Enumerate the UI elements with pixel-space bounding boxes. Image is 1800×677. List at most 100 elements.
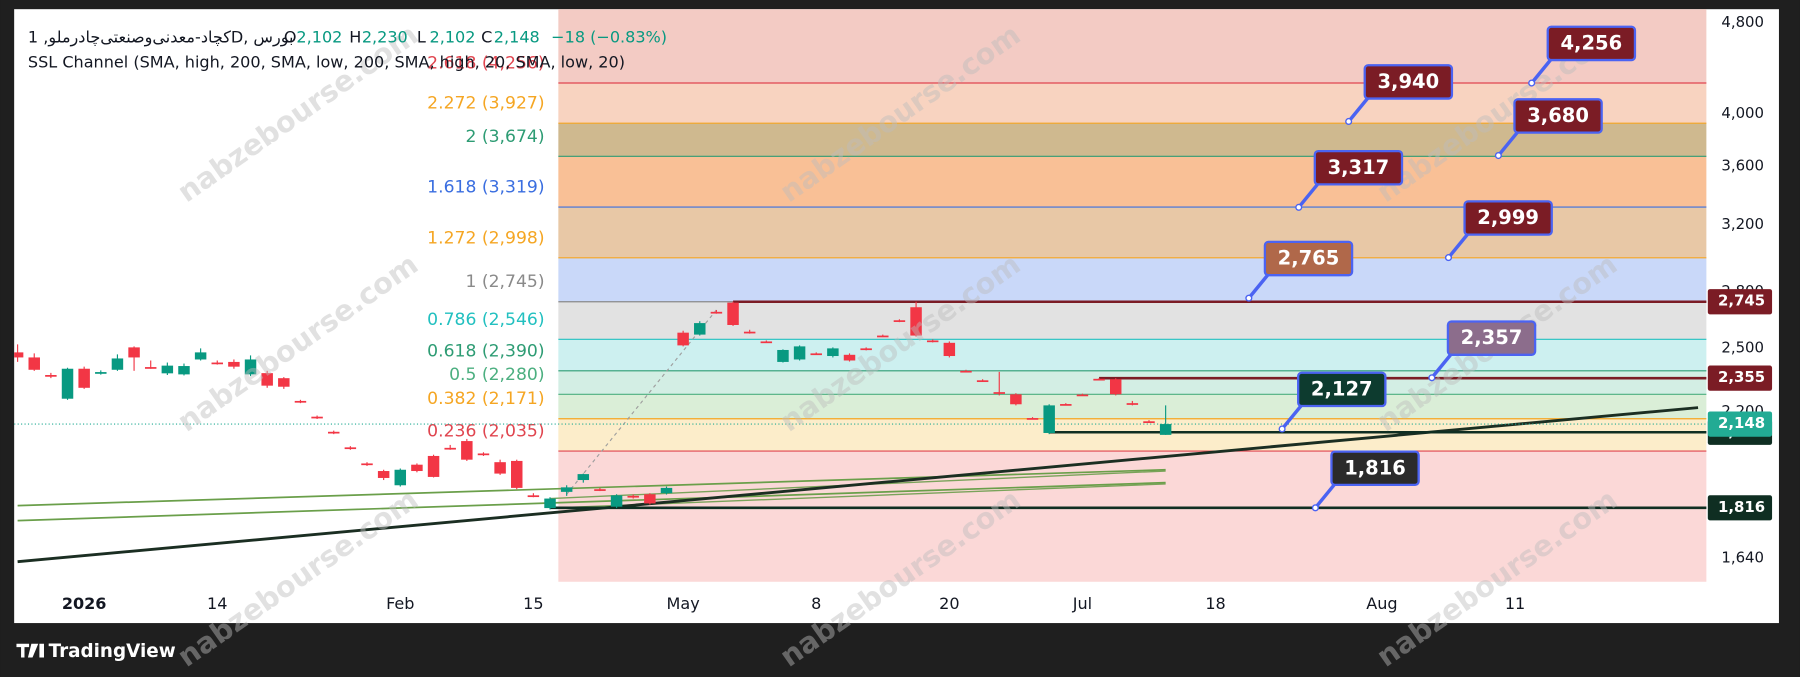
candle-body <box>1109 379 1122 395</box>
price-pane: 2.618 (4,256) 2.272 (3,927) 2 (3,674) 1.618… <box>14 9 1707 582</box>
callout-box <box>1313 149 1404 186</box>
candle-body <box>544 498 556 509</box>
callout-box <box>1363 64 1454 100</box>
candle-body <box>194 352 207 360</box>
candle-body <box>78 368 90 388</box>
candle-body <box>660 487 673 494</box>
callout-pointer <box>1530 56 1554 85</box>
price-tag <box>1707 411 1773 437</box>
callout-pointer <box>1347 95 1371 123</box>
fib-level-label: 0.786 (2,546) <box>427 310 544 330</box>
callout-box <box>1330 450 1420 487</box>
fib-zone <box>558 9 1707 84</box>
overlay: nabzebourse.comnabzebourse.comnabzebours… <box>28 13 1773 674</box>
candle-body <box>1143 421 1155 424</box>
price-tag <box>1707 365 1773 391</box>
candle-body <box>361 463 373 466</box>
callout-anchor <box>1295 203 1303 211</box>
candle-body <box>261 373 273 386</box>
candle-body <box>1093 378 1105 381</box>
callout-anchor <box>1444 254 1453 262</box>
candle-body <box>793 346 806 360</box>
candle-body <box>1076 394 1089 397</box>
fib-level-label: 2.272 (3,927) <box>427 94 544 114</box>
drawn-line <box>17 468 1166 507</box>
price-tag-label: 2,148 <box>1718 414 1765 432</box>
candle-body <box>144 367 157 369</box>
callout-pointer <box>1447 231 1471 259</box>
candle-body <box>477 453 490 456</box>
callout-label: 3,680 <box>1527 104 1589 127</box>
candle-body <box>810 353 822 356</box>
candle-body <box>128 347 140 358</box>
legend-value: 2,230 <box>362 27 408 46</box>
callout-label: 4,256 <box>1560 31 1622 54</box>
candle-body <box>960 370 972 373</box>
drawn-line <box>566 309 717 495</box>
price-tag-label: 1,816 <box>1718 498 1765 516</box>
legend-value: 2,102 <box>430 27 476 46</box>
candle-body <box>1159 424 1172 435</box>
candle-body <box>95 372 107 374</box>
candle-body <box>178 366 190 375</box>
candle-body <box>294 400 307 403</box>
x-tick-label: 2026 <box>62 594 107 613</box>
legend-key: L <box>417 27 426 46</box>
fib-zone <box>558 394 1707 419</box>
callout-box <box>1297 371 1387 408</box>
candle-body <box>827 348 839 357</box>
fib-level-label: 0.618 (2,390) <box>427 341 544 361</box>
candle-body <box>444 447 456 450</box>
candle-body <box>211 362 223 365</box>
fib-level-label: 1.272 (2,998) <box>427 228 544 248</box>
candle-body <box>943 342 956 357</box>
candle-body <box>860 348 872 351</box>
fib-zone <box>558 156 1707 208</box>
candle-body <box>1043 405 1055 433</box>
callout-anchor <box>1245 294 1253 302</box>
candle-body <box>710 311 723 314</box>
indicator-label: SSL Channel (SMA, high, 200, SMA, low, 2… <box>28 53 625 72</box>
fib-level-label: 2 (3,674) <box>465 127 544 147</box>
candle-body <box>1026 418 1039 420</box>
candle-body <box>976 380 989 383</box>
candle-body <box>377 471 390 478</box>
candle-body <box>560 487 573 492</box>
candle-body <box>427 455 440 477</box>
price-tag-label: 2,745 <box>1718 292 1765 310</box>
candle-body <box>644 494 656 504</box>
candle-body <box>461 441 473 460</box>
fib-zone <box>558 257 1707 302</box>
x-tick-label: May <box>667 594 701 613</box>
candle-body <box>677 332 689 346</box>
candle-body <box>45 375 57 377</box>
x-tick-label: 20 <box>939 594 959 613</box>
callout-label: 3,317 <box>1328 156 1390 179</box>
x-tick-label: 14 <box>207 594 227 613</box>
callout-box <box>1263 240 1354 277</box>
fib-level-label: 0.236 (2,035) <box>427 422 544 442</box>
legend-value: 2,102 <box>296 27 342 46</box>
x-tick-label: 18 <box>1205 594 1225 613</box>
candle-body <box>760 341 773 344</box>
legend-key: C <box>481 27 492 46</box>
candle-body <box>627 495 639 498</box>
x-tick-label: 11 <box>1505 594 1525 613</box>
candle-body <box>161 365 174 374</box>
brand-logo <box>16 643 44 658</box>
candle-body <box>244 359 257 375</box>
callout-pointer <box>1430 351 1454 379</box>
callout-label: 3,940 <box>1377 70 1439 93</box>
candle-body <box>777 349 789 362</box>
x-tick-label: 15 <box>523 594 543 613</box>
callout-box <box>1513 98 1603 134</box>
callout-pointer <box>1314 481 1338 509</box>
candle-body <box>327 431 340 434</box>
price-tag <box>1707 289 1773 315</box>
candle-body <box>1010 394 1022 405</box>
drawn-line <box>17 481 1166 522</box>
callout-pointer <box>1280 402 1305 431</box>
callout-pointer <box>1247 271 1271 300</box>
